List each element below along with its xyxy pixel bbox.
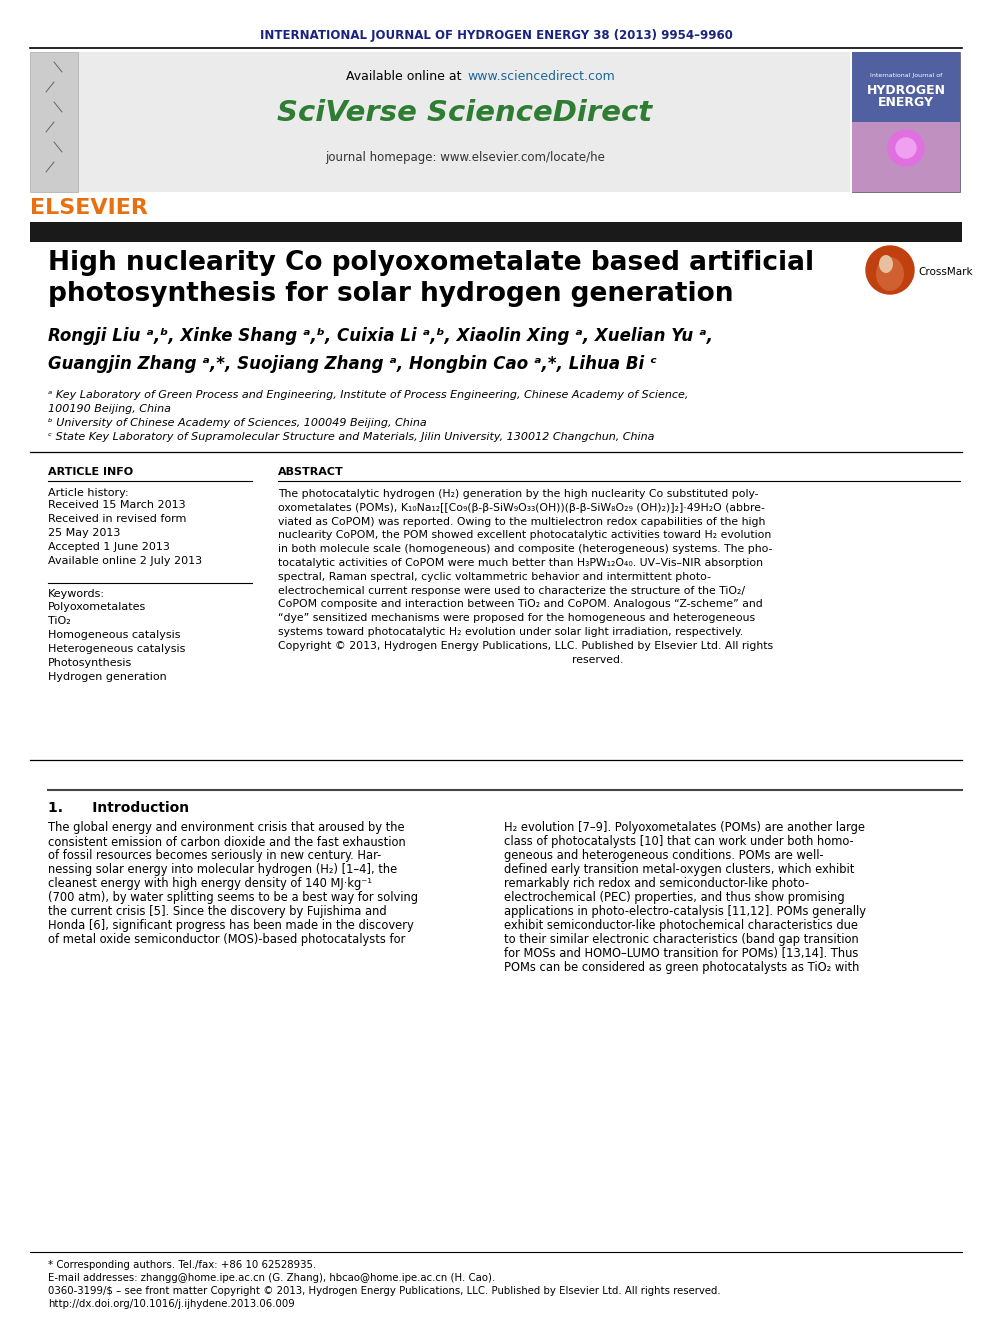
Text: ᶜ State Key Laboratory of Supramolecular Structure and Materials, Jilin Universi: ᶜ State Key Laboratory of Supramolecular…: [48, 433, 655, 442]
Text: * Corresponding authors. Tel./fax: +86 10 62528935.: * Corresponding authors. Tel./fax: +86 1…: [48, 1259, 316, 1270]
Text: the current crisis [5]. Since the discovery by Fujishima and: the current crisis [5]. Since the discov…: [48, 905, 387, 918]
Text: oxometalates (POMs), K₁₀Na₁₂[[Co₉(β-β-SiW₉O₃₃(OH))(β-β-SiW₈O₂₉ (OH)₂)]₂]·49H₂O (: oxometalates (POMs), K₁₀Na₁₂[[Co₉(β-β-Si…: [278, 503, 765, 513]
Circle shape: [866, 246, 914, 294]
Text: spectral, Raman spectral, cyclic voltammetric behavior and intermittent photo-: spectral, Raman spectral, cyclic voltamm…: [278, 572, 711, 582]
Text: High nuclearity Co polyoxometalate based artificial: High nuclearity Co polyoxometalate based…: [48, 250, 814, 277]
Text: Keywords:: Keywords:: [48, 589, 105, 599]
Text: Article history:: Article history:: [48, 488, 129, 497]
Ellipse shape: [879, 255, 893, 273]
Bar: [852, 52, 960, 122]
Text: viated as CoPOM) was reported. Owing to the multielectron redox capabilities of : viated as CoPOM) was reported. Owing to …: [278, 516, 766, 527]
Text: SciVerse ScienceDirect: SciVerse ScienceDirect: [278, 99, 653, 127]
Text: Guangjin Zhang ᵃ,*, Suojiang Zhang ᵃ, Hongbin Cao ᵃ,*, Lihua Bi ᶜ: Guangjin Zhang ᵃ,*, Suojiang Zhang ᵃ, Ho…: [48, 355, 657, 373]
Text: electrochemical current response were used to characterize the structure of the : electrochemical current response were us…: [278, 586, 745, 595]
Text: TiO₂: TiO₂: [48, 617, 70, 626]
Text: photosynthesis for solar hydrogen generation: photosynthesis for solar hydrogen genera…: [48, 280, 733, 307]
Text: Available online at: Available online at: [345, 70, 465, 82]
Text: to their similar electronic characteristics (band gap transition: to their similar electronic characterist…: [504, 934, 859, 946]
Text: tocatalytic activities of CoPOM were much better than H₃PW₁₂O₄₀. UV–Vis–NIR abso: tocatalytic activities of CoPOM were muc…: [278, 558, 763, 568]
Text: Honda [6], significant progress has been made in the discovery: Honda [6], significant progress has been…: [48, 919, 414, 933]
Text: in both molecule scale (homogeneous) and composite (heterogeneous) systems. The : in both molecule scale (homogeneous) and…: [278, 544, 773, 554]
Text: 0360-3199/$ – see front matter Copyright © 2013, Hydrogen Energy Publications, L: 0360-3199/$ – see front matter Copyright…: [48, 1286, 720, 1297]
Circle shape: [888, 130, 924, 165]
Bar: [852, 52, 960, 192]
Text: 25 May 2013: 25 May 2013: [48, 528, 120, 538]
Circle shape: [896, 138, 916, 157]
Text: Hydrogen generation: Hydrogen generation: [48, 672, 167, 681]
Text: applications in photo-electro-catalysis [11,12]. POMs generally: applications in photo-electro-catalysis …: [504, 905, 866, 918]
Bar: [78, 52, 850, 192]
Text: Photosynthesis: Photosynthesis: [48, 658, 132, 668]
Text: The global energy and environment crisis that aroused by the: The global energy and environment crisis…: [48, 822, 405, 835]
Bar: [852, 122, 960, 192]
Text: journal homepage: www.elsevier.com/locate/he: journal homepage: www.elsevier.com/locat…: [325, 152, 605, 164]
Text: consistent emission of carbon dioxide and the fast exhaustion: consistent emission of carbon dioxide an…: [48, 836, 406, 848]
Text: systems toward photocatalytic H₂ evolution under solar light irradiation, respec: systems toward photocatalytic H₂ evoluti…: [278, 627, 743, 636]
Text: 100190 Beijing, China: 100190 Beijing, China: [48, 404, 171, 414]
Text: H₂ evolution [7–9]. Polyoxometalates (POMs) are another large: H₂ evolution [7–9]. Polyoxometalates (PO…: [504, 822, 865, 835]
Text: defined early transition metal-oxygen clusters, which exhibit: defined early transition metal-oxygen cl…: [504, 864, 854, 877]
Text: INTERNATIONAL JOURNAL OF HYDROGEN ENERGY 38 (2013) 9954–9960: INTERNATIONAL JOURNAL OF HYDROGEN ENERGY…: [260, 29, 732, 42]
Text: remarkably rich redox and semiconductor-like photo-: remarkably rich redox and semiconductor-…: [504, 877, 809, 890]
Text: ᵃ Key Laboratory of Green Process and Engineering, Institute of Process Engineer: ᵃ Key Laboratory of Green Process and En…: [48, 390, 688, 400]
Text: of metal oxide semiconductor (MOS)-based photocatalysts for: of metal oxide semiconductor (MOS)-based…: [48, 934, 406, 946]
Bar: [30, 52, 78, 192]
Text: The photocatalytic hydrogen (H₂) generation by the high nuclearity Co substitute: The photocatalytic hydrogen (H₂) generat…: [278, 490, 759, 499]
Text: nessing solar energy into molecular hydrogen (H₂) [1–4], the: nessing solar energy into molecular hydr…: [48, 864, 397, 877]
Text: Rongji Liu ᵃ,ᵇ, Xinke Shang ᵃ,ᵇ, Cuixia Li ᵃ,ᵇ, Xiaolin Xing ᵃ, Xuelian Yu ᵃ,: Rongji Liu ᵃ,ᵇ, Xinke Shang ᵃ,ᵇ, Cuixia …: [48, 327, 713, 345]
Text: CrossMark: CrossMark: [918, 267, 972, 277]
Text: ABSTRACT: ABSTRACT: [278, 467, 344, 478]
Text: class of photocatalysts [10] that can work under both homo-: class of photocatalysts [10] that can wo…: [504, 836, 854, 848]
Text: Heterogeneous catalysis: Heterogeneous catalysis: [48, 644, 186, 654]
Text: cleanest energy with high energy density of 140 MJ·kg⁻¹: cleanest energy with high energy density…: [48, 877, 372, 890]
Text: Copyright © 2013, Hydrogen Energy Publications, LLC. Published by Elsevier Ltd. : Copyright © 2013, Hydrogen Energy Public…: [278, 640, 773, 651]
Text: (700 atm), by water splitting seems to be a best way for solving: (700 atm), by water splitting seems to b…: [48, 892, 418, 905]
Text: for MOSs and HOMO–LUMO transition for POMs) [13,14]. Thus: for MOSs and HOMO–LUMO transition for PO…: [504, 947, 858, 960]
Text: ARTICLE INFO: ARTICLE INFO: [48, 467, 133, 478]
Text: 1.      Introduction: 1. Introduction: [48, 800, 189, 815]
Text: CoPOM composite and interaction between TiO₂ and CoPOM. Analogous “Z-scheme” and: CoPOM composite and interaction between …: [278, 599, 763, 610]
Text: reserved.: reserved.: [278, 655, 623, 664]
Text: Polyoxometalates: Polyoxometalates: [48, 602, 146, 613]
Text: International Journal of: International Journal of: [870, 73, 942, 78]
Text: Available online 2 July 2013: Available online 2 July 2013: [48, 556, 202, 566]
Text: E-mail addresses: zhangg@home.ipe.ac.cn (G. Zhang), hbcao@home.ipe.ac.cn (H. Cao: E-mail addresses: zhangg@home.ipe.ac.cn …: [48, 1273, 495, 1283]
Text: Received 15 March 2013: Received 15 March 2013: [48, 500, 186, 509]
Text: http://dx.doi.org/10.1016/j.ijhydene.2013.06.009: http://dx.doi.org/10.1016/j.ijhydene.201…: [48, 1299, 295, 1308]
Text: POMs can be considered as green photocatalysts as TiO₂ with: POMs can be considered as green photocat…: [504, 962, 859, 975]
Text: Accepted 1 June 2013: Accepted 1 June 2013: [48, 542, 170, 552]
Text: “dye” sensitized mechanisms were proposed for the homogeneous and heterogeneous: “dye” sensitized mechanisms were propose…: [278, 613, 755, 623]
Text: of fossil resources becomes seriously in new century. Har-: of fossil resources becomes seriously in…: [48, 849, 381, 863]
Ellipse shape: [876, 257, 904, 291]
Text: Received in revised form: Received in revised form: [48, 515, 186, 524]
Text: nuclearity CoPOM, the POM showed excellent photocatalytic activities toward H₂ e: nuclearity CoPOM, the POM showed excelle…: [278, 531, 771, 540]
Text: www.sciencedirect.com: www.sciencedirect.com: [467, 70, 615, 82]
Text: ELSEVIER: ELSEVIER: [30, 198, 148, 218]
Text: ᵇ University of Chinese Academy of Sciences, 100049 Beijing, China: ᵇ University of Chinese Academy of Scien…: [48, 418, 427, 429]
Text: ENERGY: ENERGY: [878, 97, 934, 110]
Text: exhibit semiconductor-like photochemical characteristics due: exhibit semiconductor-like photochemical…: [504, 919, 858, 933]
Text: HYDROGEN: HYDROGEN: [866, 83, 945, 97]
Bar: [30, 222, 962, 242]
Text: electrochemical (PEC) properties, and thus show promising: electrochemical (PEC) properties, and th…: [504, 892, 844, 905]
Text: Homogeneous catalysis: Homogeneous catalysis: [48, 630, 181, 640]
Text: geneous and heterogeneous conditions. POMs are well-: geneous and heterogeneous conditions. PO…: [504, 849, 823, 863]
